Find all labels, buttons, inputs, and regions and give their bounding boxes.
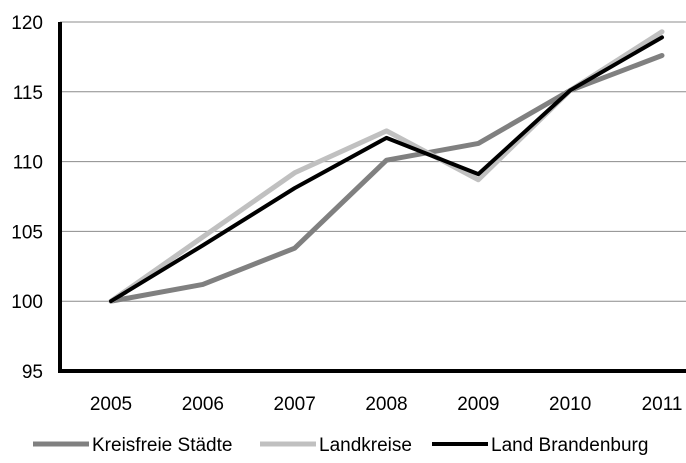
- y-tick-label: 105: [11, 222, 43, 243]
- y-tick-labels: 95 100 105 110 115 120: [11, 13, 43, 383]
- legend-label: Kreisfreie Städte: [92, 435, 232, 456]
- legend: Kreisfreie Städte Landkreise Land Brandenb…: [33, 435, 648, 456]
- legend-label: Landkreise: [319, 435, 412, 456]
- series-line-3: [111, 37, 662, 301]
- y-tick-label: 115: [13, 83, 43, 104]
- gridlines: [60, 22, 686, 301]
- y-tick-label: 120: [11, 13, 43, 34]
- x-tick-labels: 2005 2006 2007 2008 2009 2010 2011: [90, 394, 683, 415]
- series-line-2: [111, 32, 662, 301]
- x-tick-label: 2009: [457, 394, 499, 415]
- y-tick-label: 100: [11, 292, 43, 313]
- x-tick-label: 2007: [274, 394, 316, 415]
- x-tick-label: 2011: [642, 394, 683, 415]
- x-tick-label: 2006: [182, 394, 224, 415]
- legend-label: Land Brandenburg: [491, 435, 648, 456]
- series-lines: [111, 32, 662, 302]
- series-line-1: [111, 56, 662, 302]
- x-tick-label: 2010: [549, 394, 591, 415]
- x-tick-label: 2008: [365, 394, 407, 415]
- y-tick-label: 95: [22, 362, 43, 383]
- y-tick-label: 110: [13, 153, 43, 174]
- x-tick-label: 2005: [90, 394, 132, 415]
